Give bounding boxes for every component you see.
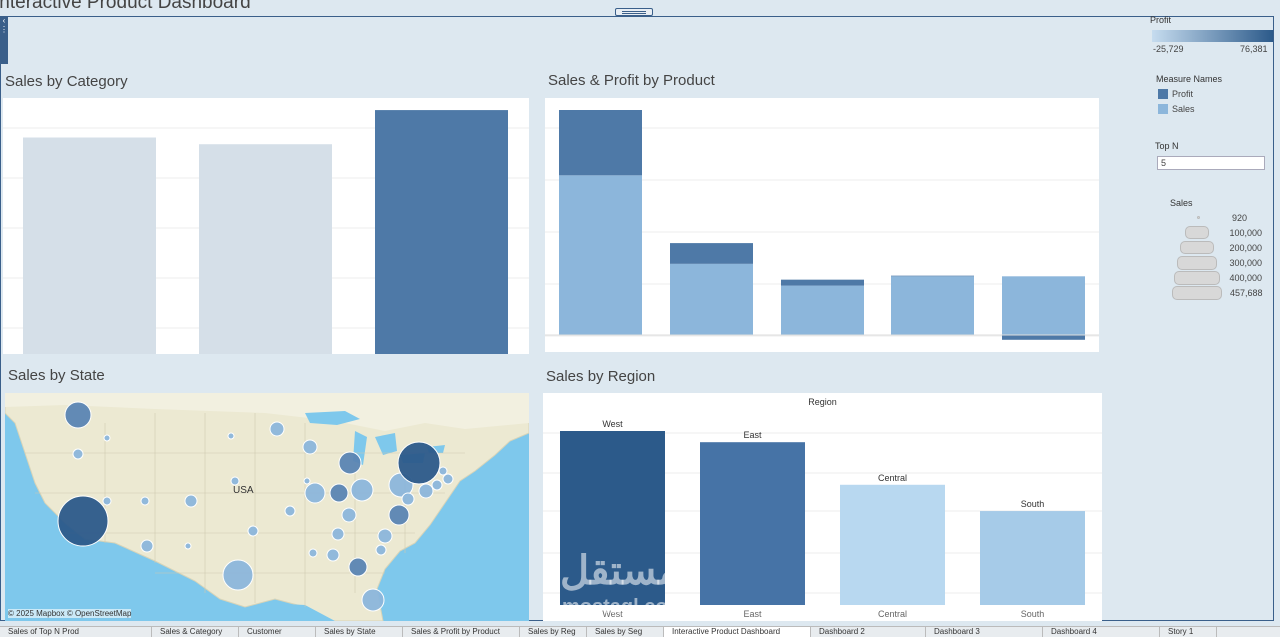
size-label: 200,000 [1229, 242, 1262, 253]
category-bar [199, 144, 332, 354]
region-axis-label: Central [878, 609, 907, 619]
region-bar-label: South [1021, 499, 1045, 509]
product-chart[interactable] [545, 98, 1099, 352]
collapse-toolbar-icon[interactable]: ‹ ⋮ [0, 16, 8, 64]
region-bar-label: East [743, 430, 762, 440]
tab-0[interactable]: Sales of Top N Prod [0, 627, 152, 637]
product-sales-bar [891, 276, 974, 335]
region-header: Region [808, 397, 837, 407]
region-axis-label: West [602, 609, 623, 619]
region-bar-label: Central [878, 473, 907, 483]
drag-handle[interactable] [615, 8, 653, 16]
dashboard-title: Interactive Product Dashboard [0, 0, 251, 13]
size-label: 300,000 [1229, 257, 1262, 268]
region-bar-label: West [602, 419, 623, 429]
tab-10[interactable]: Dashboard 4 [1043, 627, 1160, 637]
topn-title: Top N [1155, 141, 1179, 151]
region-bar [560, 431, 665, 605]
state-map[interactable]: USA © 2025 Mapbox © OpenStreetMap [5, 393, 529, 621]
map-attribution: © 2025 Mapbox © OpenStreetMap [8, 609, 132, 618]
watermark-logo: مستقل [560, 549, 680, 593]
region-axis-label: South [1021, 609, 1045, 619]
region-bar [700, 442, 805, 605]
size-label: 457,688 [1230, 287, 1263, 298]
product-sales-bar [559, 175, 642, 335]
size-label: 100,000 [1229, 227, 1262, 238]
product-profit-bar [1002, 335, 1085, 340]
region-title: Sales by Region [546, 368, 656, 385]
product-sales-bar [1002, 276, 1085, 335]
size-label: 400,000 [1229, 272, 1262, 283]
state-title: Sales by State [8, 367, 105, 384]
region-bar [980, 511, 1085, 605]
map-country-label: USA [233, 485, 254, 496]
great-lakes [305, 411, 445, 465]
product-title: Sales & Profit by Product [548, 72, 715, 89]
tab-2[interactable]: Customer [239, 627, 316, 637]
category-title: Sales by Category [5, 73, 128, 90]
profit-gradient[interactable] [1152, 30, 1273, 42]
profit-max: 76,381 [1240, 44, 1268, 54]
tab-6[interactable]: Sales by Seg [587, 627, 664, 637]
size-label: 920 [1232, 212, 1248, 223]
product-profit-bar [891, 275, 974, 277]
tab-7[interactable]: Interactive Product Dashboard [664, 627, 811, 637]
profit-legend-title: Profit [1150, 15, 1172, 25]
region-bar [840, 484, 945, 605]
sheet-tabs: Sales of Top N Prod Sales & Category Cus… [0, 626, 1280, 637]
product-profit-bar [781, 279, 864, 286]
profit-swatch [1158, 89, 1168, 99]
category-bar [23, 137, 156, 354]
watermark-sub: mostaql.com [562, 596, 686, 618]
sales-swatch [1158, 104, 1168, 114]
measure-item-sales[interactable]: Sales [1158, 104, 1195, 114]
product-profit-bar [670, 243, 753, 264]
measure-label-profit: Profit [1172, 89, 1194, 99]
tab-1[interactable]: Sales & Category [152, 627, 239, 637]
measure-item-profit[interactable]: Profit [1158, 89, 1193, 99]
tab-3[interactable]: Sales by State [316, 627, 403, 637]
tab-11[interactable]: Story 1 [1160, 627, 1217, 637]
tab-5[interactable]: Sales by Reg [520, 627, 587, 637]
tab-4[interactable]: Sales & Profit by Product [403, 627, 520, 637]
sales-size-legend[interactable]: 920 100,000 200,000 300,000 400,000 457,… [1172, 210, 1263, 300]
region-chart[interactable]: Region West West East East Central Central Sout… [543, 393, 1102, 621]
measure-label-sales: Sales [1172, 104, 1195, 114]
measure-names-title: Measure Names [1156, 74, 1223, 84]
tab-8[interactable]: Dashboard 2 [811, 627, 926, 637]
profit-min: -25,729 [1153, 44, 1184, 54]
category-chart[interactable] [3, 98, 529, 354]
category-bar [375, 110, 508, 354]
sales-size-title: Sales [1170, 198, 1193, 208]
product-sales-bar [781, 285, 864, 335]
topn-input[interactable] [1157, 156, 1265, 170]
tab-9[interactable]: Dashboard 3 [926, 627, 1043, 637]
region-axis-label: East [743, 609, 762, 619]
product-profit-bar [559, 110, 642, 176]
product-sales-bar [670, 263, 753, 335]
